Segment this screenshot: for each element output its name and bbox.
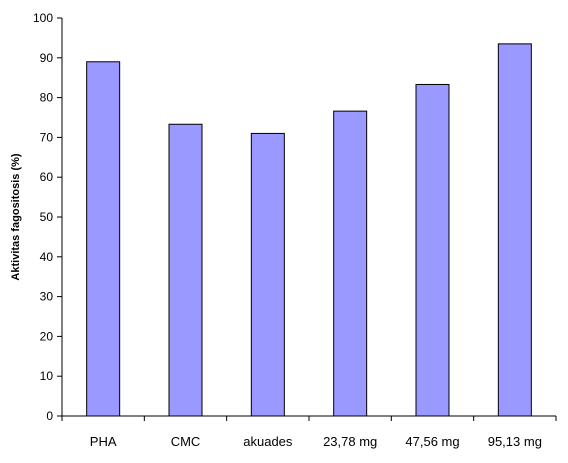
x-category-label: CMC — [171, 434, 201, 449]
y-axis-title-group: Aktivitas fagositosis (%) — [10, 153, 22, 280]
y-tick-label: 90 — [40, 51, 54, 65]
bar-1 — [168, 123, 203, 417]
y-tick-label: 80 — [40, 91, 54, 105]
y-tick-label: 20 — [40, 329, 54, 343]
bar-2 — [250, 132, 285, 417]
x-axis-ticks: PHA CMC akuades 23,78 mg 47,56 mg 95,13 mg — [61, 416, 557, 449]
y-tick-label: 10 — [40, 369, 54, 383]
x-category-label: PHA — [90, 434, 117, 449]
y-tick-label: 30 — [40, 290, 54, 304]
bar-5 — [497, 43, 532, 417]
bars — [86, 43, 532, 417]
bar-4 — [415, 83, 450, 417]
y-tick-label: 0 — [46, 409, 53, 423]
y-tick-label: 70 — [40, 130, 54, 144]
y-tick-label: 100 — [33, 11, 53, 25]
y-tick-label: 60 — [40, 170, 54, 184]
y-axis-ticks: 0 10 20 30 40 50 60 70 80 90 100 — [33, 11, 62, 423]
bar-0 — [86, 61, 121, 417]
y-tick-label: 50 — [40, 210, 54, 224]
x-category-label: 95,13 mg — [488, 434, 542, 449]
x-category-label: 47,56 mg — [405, 434, 459, 449]
bar-3 — [333, 110, 368, 417]
x-category-label: akuades — [243, 434, 293, 449]
x-category-label: 23,78 mg — [323, 434, 377, 449]
y-tick-label: 40 — [40, 250, 54, 264]
y-axis-title: Aktivitas fagositosis (%) — [10, 153, 22, 280]
